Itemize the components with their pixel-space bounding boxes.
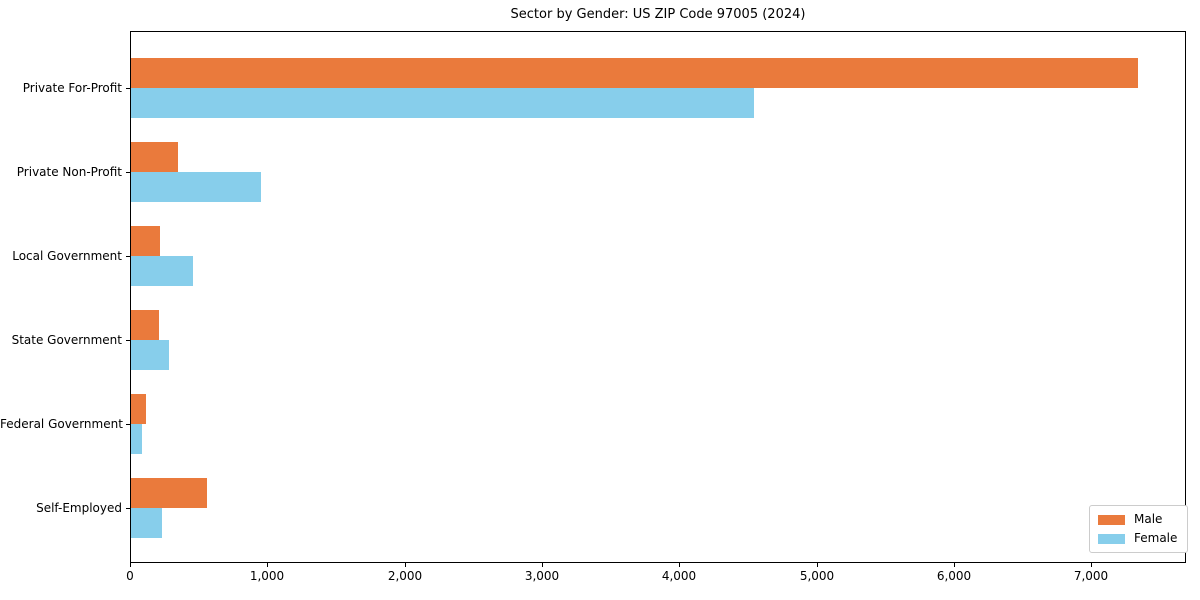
x-tick-label: 6,000 [936,569,972,583]
bar-female-federal-government [131,424,142,454]
category-label: Federal Government [0,417,123,431]
legend-swatch-female [1098,533,1125,544]
bar-female-state-government [131,340,169,370]
x-tick-label: 0 [126,569,134,583]
bar-male-state-government [131,310,159,340]
legend-label-female: Female [1134,531,1178,545]
y-tick-mark [126,172,130,173]
x-tick-label: 2,000 [387,569,423,583]
y-tick-mark [126,340,130,341]
y-tick-mark [126,424,130,425]
legend-item-male: Male [1098,513,1177,526]
x-tick-mark [267,563,268,567]
bar-female-self-employed [131,508,162,538]
legend: Male Female [1089,505,1189,553]
bar-male-federal-government [131,394,146,424]
x-tick-label: 1,000 [249,569,285,583]
bar-female-private-non-profit [131,172,261,202]
category-label: Private For-Profit [22,81,122,95]
x-tick-mark [1091,563,1092,567]
category-label: Local Government [12,249,122,263]
y-tick-mark [126,508,130,509]
category-label: Private Non-Profit [16,165,122,179]
bar-male-local-government [131,226,160,256]
x-tick-mark [954,563,955,567]
category-label: State Government [11,333,122,347]
y-tick-mark [126,88,130,89]
legend-label-male: Male [1134,512,1163,526]
bar-female-private-for-profit [131,88,754,118]
bar-male-self-employed [131,478,207,508]
plot-area [130,31,1186,563]
bar-male-private-for-profit [131,58,1138,88]
legend-item-female: Female [1098,532,1177,545]
y-tick-mark [126,256,130,257]
chart-title: Sector by Gender: US ZIP Code 97005 (202… [510,7,806,22]
legend-swatch-male [1098,514,1125,525]
x-tick-mark [405,563,406,567]
bar-male-private-non-profit [131,142,178,172]
x-tick-mark [130,563,131,567]
bar-female-local-government [131,256,193,286]
x-tick-mark [679,563,680,567]
x-tick-mark [542,563,543,567]
x-tick-label: 5,000 [799,569,835,583]
x-tick-label: 3,000 [524,569,560,583]
x-tick-label: 4,000 [661,569,697,583]
category-label: Self-Employed [36,501,122,515]
x-tick-mark [817,563,818,567]
x-tick-label: 7,000 [1073,569,1109,583]
